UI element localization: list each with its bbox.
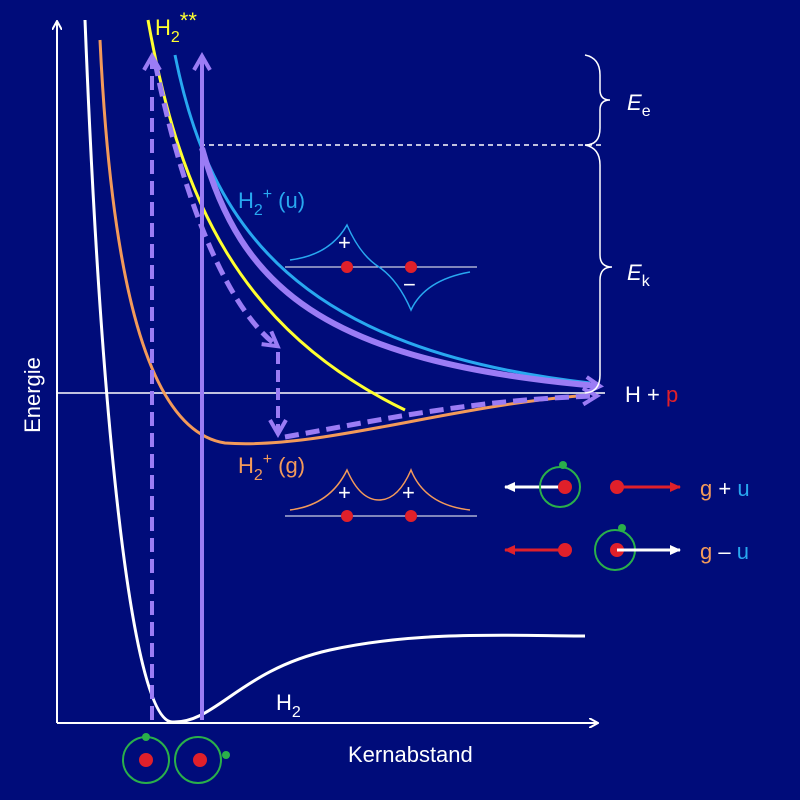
g-minus-u-label: g – u	[700, 539, 749, 564]
h2-double-star-label: H2**	[155, 8, 197, 46]
sign: +	[338, 230, 351, 255]
electron	[142, 733, 150, 741]
nucleus	[405, 261, 417, 273]
dissociation-path	[199, 147, 598, 386]
h2-plus-u-label: H2+ (u)	[238, 186, 305, 219]
h2-plus-g-label: H2+ (g)	[238, 451, 305, 484]
electron	[559, 461, 567, 469]
nucleus	[193, 753, 207, 767]
autoionization-path	[152, 61, 276, 345]
nucleus	[341, 261, 353, 273]
nucleus	[405, 510, 417, 522]
g-minus-u-row: g – u	[504, 524, 749, 571]
energy-e-label: Ee	[627, 90, 651, 120]
h2-plus-u-curve	[173, 54, 591, 385]
g-wavefunction: + +	[285, 468, 477, 522]
g-plus-u-row: g + u	[504, 461, 750, 508]
dissociation-label: H + p	[625, 382, 678, 407]
wave-g	[289, 468, 471, 511]
h2-label: H2	[276, 690, 301, 721]
electron	[618, 524, 626, 532]
h2-plus-g-curve	[98, 39, 591, 446]
electron	[222, 751, 230, 759]
wave-u	[289, 223, 471, 312]
h2-double-star-curve	[146, 19, 406, 412]
h2-molecule	[122, 733, 230, 784]
x-axis-label: Kernabstand	[348, 742, 473, 767]
g-plus-u-label: g + u	[700, 476, 750, 501]
sign: +	[338, 480, 351, 505]
energy-k-label: Ek	[627, 260, 651, 290]
brace-e	[584, 54, 611, 146]
orbit	[174, 736, 222, 784]
sign: −	[403, 272, 416, 297]
h2-curve	[83, 19, 586, 724]
sign: +	[402, 480, 415, 505]
u-wavefunction: + −	[285, 223, 477, 312]
y-axis-label: Energie	[20, 357, 45, 433]
nucleus	[139, 753, 153, 767]
brace-k	[584, 144, 613, 394]
nucleus	[558, 480, 572, 494]
nucleus	[341, 510, 353, 522]
nucleus	[558, 543, 572, 557]
